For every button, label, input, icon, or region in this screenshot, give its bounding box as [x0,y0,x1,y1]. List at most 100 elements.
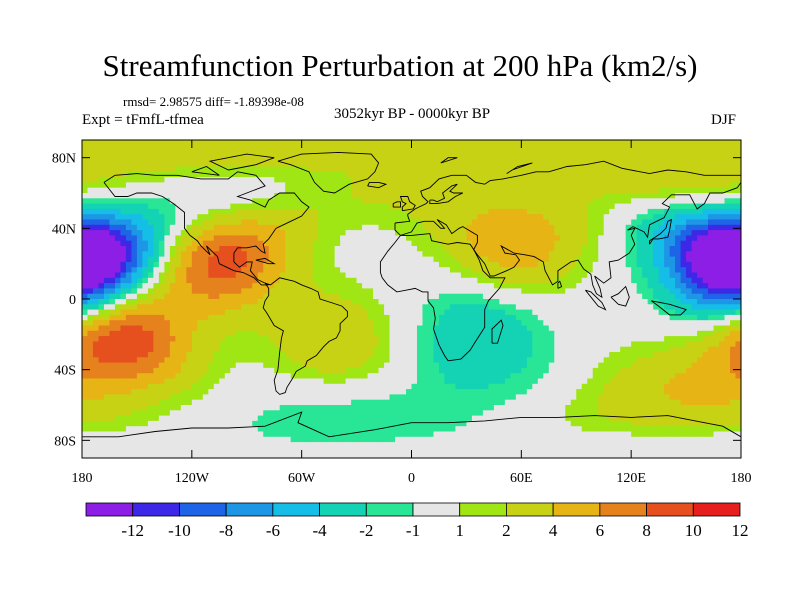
field-cell [554,224,561,231]
field-cell [82,230,89,236]
field-cell [213,224,220,231]
field-cell [537,145,544,152]
field-cell [312,230,319,236]
field-cell [658,161,665,168]
field-cell [345,251,352,258]
field-cell [735,166,741,173]
field-cell [455,293,462,300]
field-cell [235,161,242,168]
field-cell [219,145,226,152]
field-cell [367,293,374,300]
field-cell [565,198,572,205]
field-cell [136,177,144,183]
field-cell [488,145,495,152]
field-cell [609,171,616,178]
field-cell [241,325,248,332]
field-cell [427,293,435,300]
field-cell [246,219,253,226]
field-cell [702,272,709,279]
field-cell [395,341,402,348]
field-cell [153,304,160,311]
field-cell [625,150,632,157]
field-cell [191,357,198,364]
field-cell [224,171,231,178]
field-cell [367,309,374,316]
field-cell [406,330,413,337]
field-cell [301,288,308,295]
field-cell [708,214,715,221]
field-cell [186,251,193,258]
field-cell [642,145,649,152]
field-cell [202,155,209,162]
field-cell [598,166,605,173]
field-cell [702,325,709,332]
field-cell [219,187,226,194]
field-cell [515,304,522,311]
field-cell [169,171,176,178]
field-cell [290,150,297,157]
field-cell [290,246,297,252]
field-cell [87,208,94,215]
field-cell [131,251,138,258]
field-cell [395,166,402,173]
field-cell [263,341,270,348]
field-cell [400,224,407,231]
field-cell [493,214,500,221]
field-cell [576,352,583,358]
field-cell [257,193,264,199]
field-cell [312,224,319,231]
field-cell [499,352,506,358]
field-cell [125,219,133,226]
field-cell [136,251,144,258]
field-cell [367,272,374,279]
field-cell [625,224,632,231]
field-cell [658,145,665,152]
field-cell [449,161,457,168]
field-cell [131,208,138,215]
field-cell [389,182,396,189]
field-cell [708,150,715,157]
field-cell [510,203,517,210]
field-cell [169,277,176,284]
field-cell [669,346,676,353]
field-cell [158,182,165,189]
field-cell [191,256,198,263]
field-cell [631,145,638,152]
field-cell [307,140,314,146]
field-cell [664,320,671,327]
field-cell [87,277,94,284]
field-cell [82,246,89,252]
field-cell [526,140,533,146]
field-cell [213,145,220,152]
field-cell [296,341,303,348]
field-cell [499,145,506,152]
field-cell [477,182,484,189]
field-cell [411,357,418,364]
field-cell [268,198,275,205]
field-cell [493,283,500,289]
field-cell [307,256,314,263]
field-cell [642,261,649,268]
field-cell [142,267,149,274]
field-cell [565,251,572,258]
field-cell [664,272,671,279]
field-cell [131,193,138,199]
field-cell [471,198,478,205]
field-cell [362,230,369,236]
field-cell [625,140,632,146]
field-cell [246,341,253,348]
field-cell [109,346,116,353]
field-cell [708,267,715,274]
field-cell [356,251,363,258]
field-cell [142,224,149,231]
field-cell [455,277,462,284]
field-cell [164,214,171,221]
field-cell [274,187,281,194]
field-cell [532,309,539,316]
field-cell [389,193,396,199]
field-cell [274,203,281,210]
field-cell [136,182,144,189]
field-cell [691,230,698,236]
field-cell [92,166,100,173]
field-cell [598,261,605,268]
